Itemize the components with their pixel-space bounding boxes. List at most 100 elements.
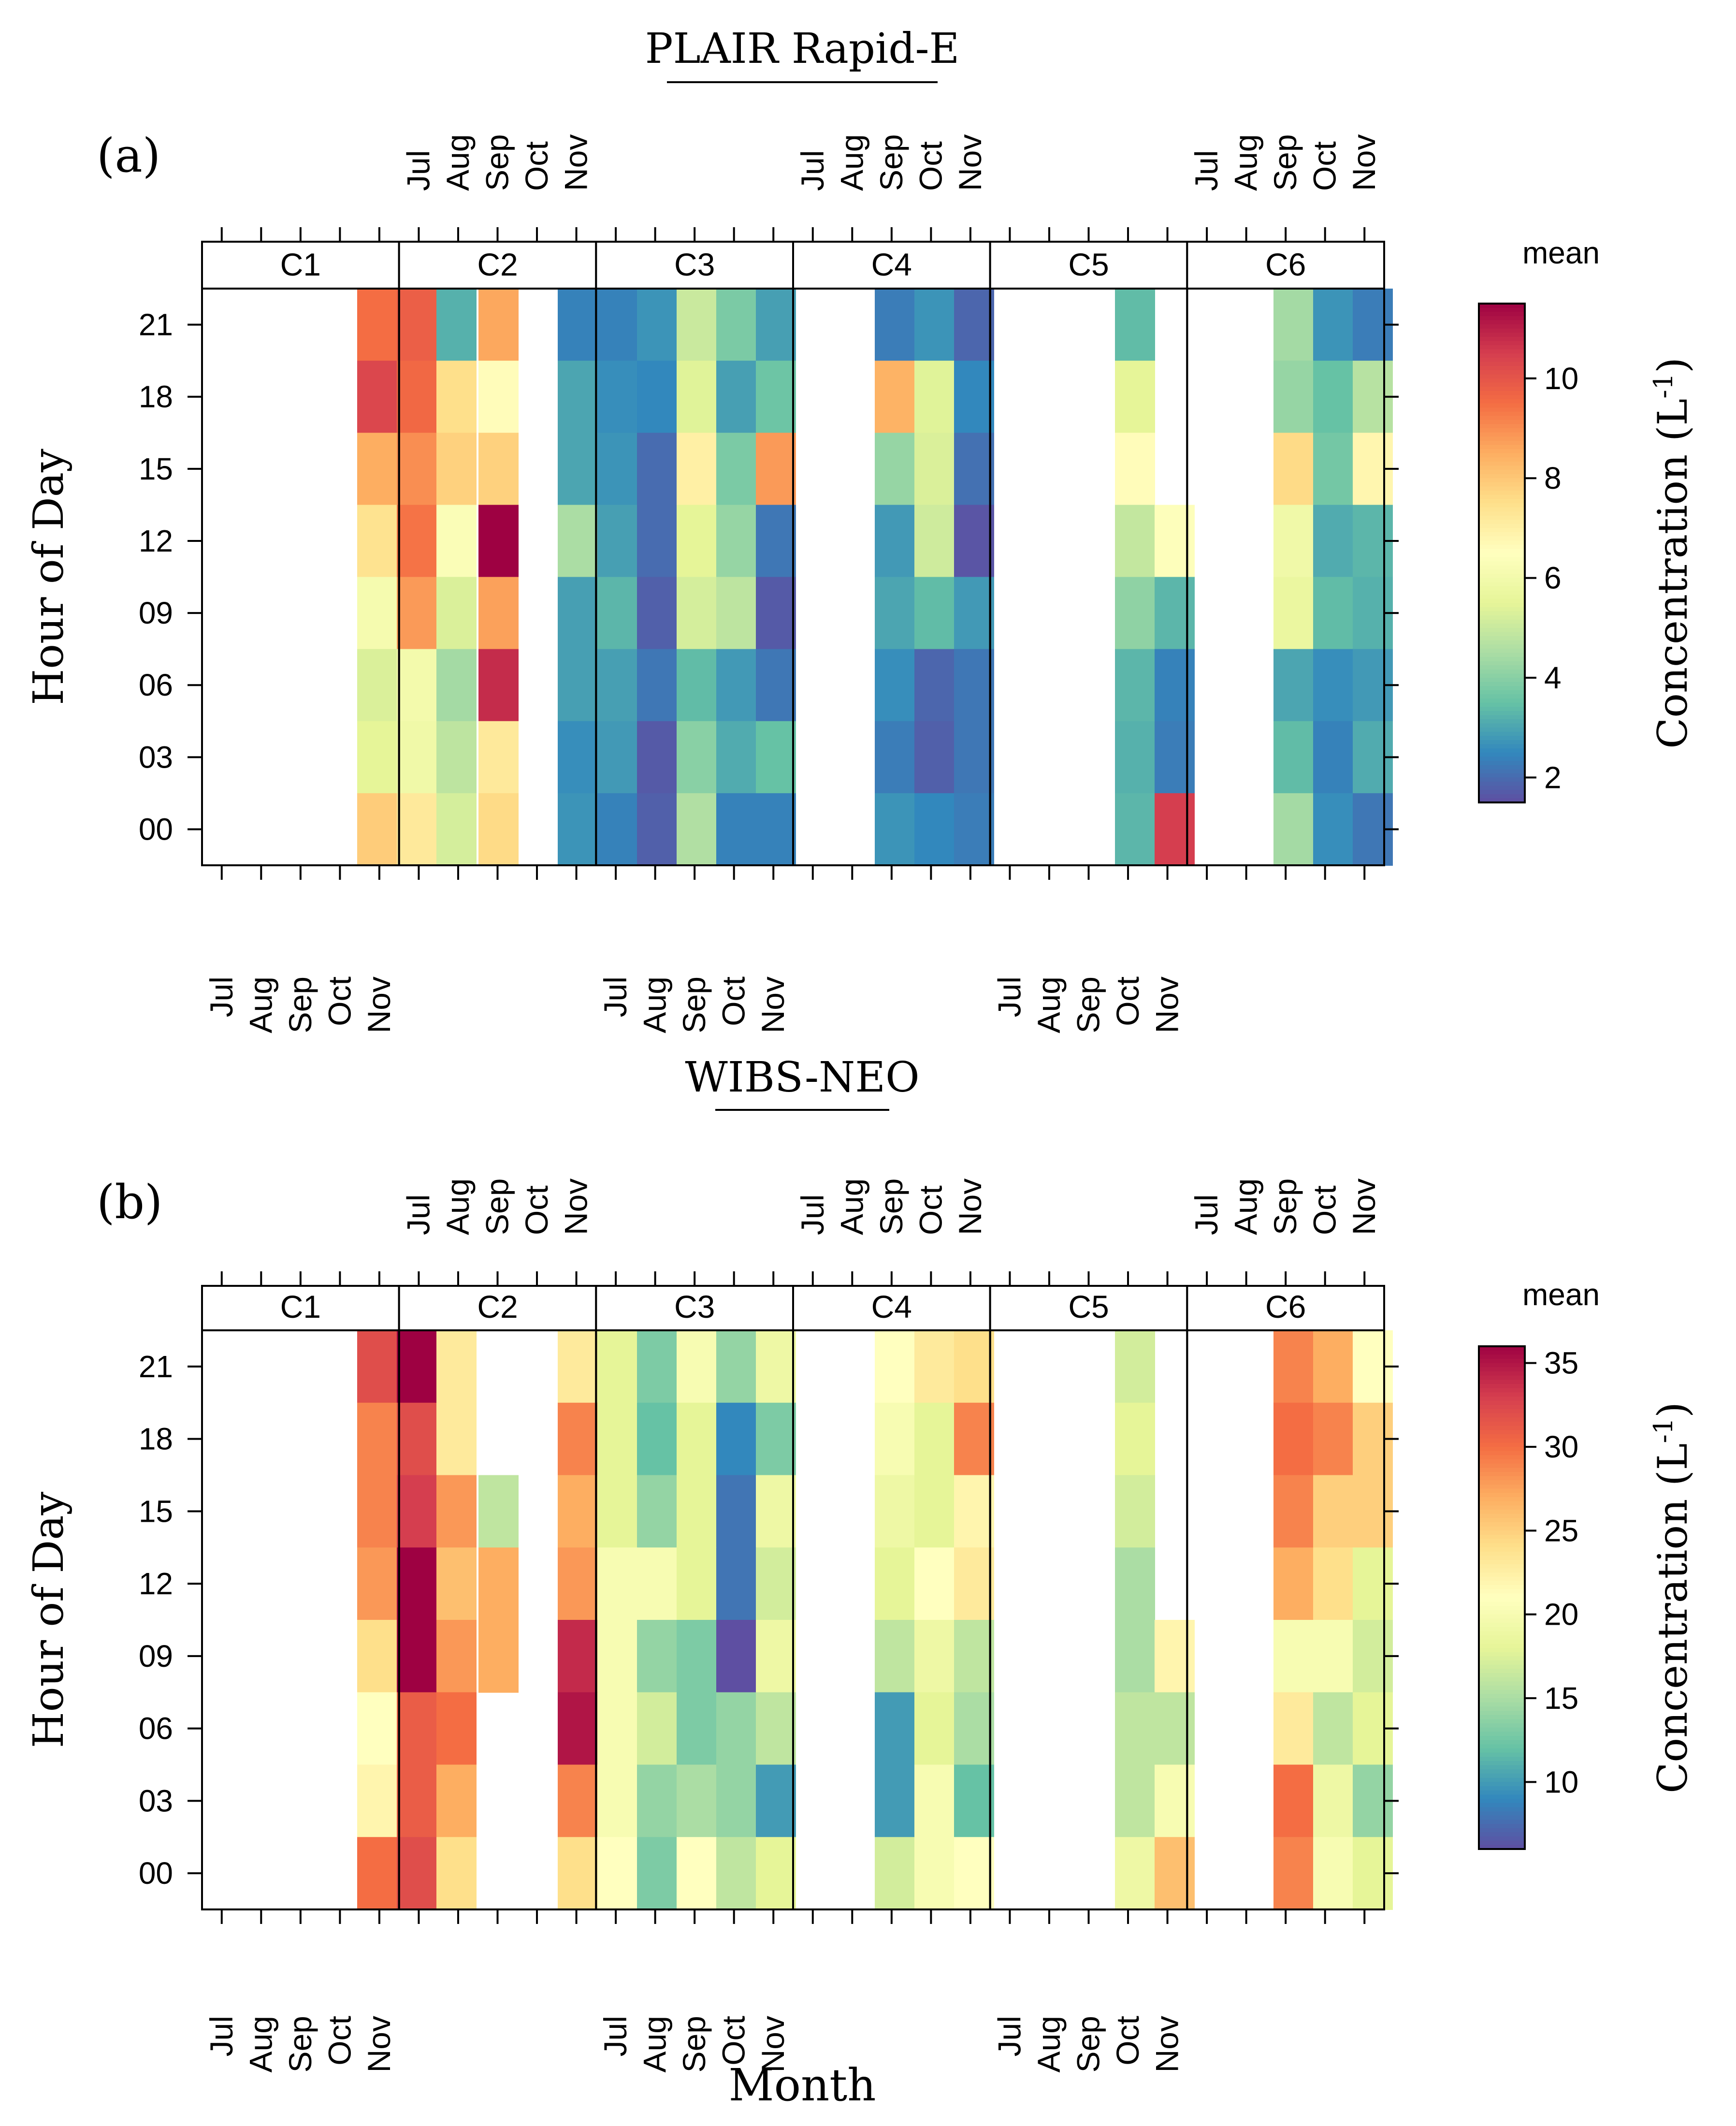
colorbar-segment [1479, 1673, 1525, 1678]
month-tick-label: Nov [1346, 1179, 1382, 1235]
colorbar-tick-label: 35 [1544, 1346, 1578, 1381]
heatmap-cell [677, 361, 717, 434]
heatmap-cell [716, 649, 756, 722]
heatmap-cell [914, 505, 955, 578]
colorbar-segment [1479, 574, 1525, 579]
colorbar-segment [1479, 690, 1525, 695]
heatmap-cell [914, 1402, 955, 1476]
colorbar-segment [1479, 1560, 1525, 1565]
heatmap-cell [478, 1547, 519, 1620]
heatmap-cell [875, 1402, 915, 1476]
y-tick-label: 09 [139, 1639, 173, 1674]
colorbar-segment [1479, 544, 1525, 550]
colorbar-segment [1479, 1606, 1525, 1611]
colorbar-segment [1479, 644, 1525, 649]
heatmap-cell [1273, 1547, 1314, 1620]
colorbar-segment [1479, 1706, 1525, 1711]
heatmap-cell [1313, 1764, 1353, 1838]
colorbar-segment [1479, 1535, 1525, 1540]
colorbar-segment [1479, 1820, 1525, 1824]
colorbar-segment [1479, 470, 1525, 475]
panel-title: PLAIR Rapid-E [645, 25, 960, 73]
heatmap-cell [756, 1620, 796, 1693]
heatmap-cell [558, 1620, 598, 1693]
colorbar-segment [1479, 1656, 1525, 1661]
heatmap-cell [1313, 793, 1353, 866]
heatmap-cell [1273, 721, 1314, 794]
colorbar-segment [1479, 728, 1525, 732]
heatmap-cell [1313, 433, 1353, 506]
heatmap-cell [1115, 1764, 1155, 1838]
colorbar-segment [1479, 661, 1525, 666]
heatmap-cell [597, 289, 637, 362]
heatmap-cell [756, 505, 796, 578]
colorbar-segment [1479, 349, 1525, 354]
month-tick-label: Nov [952, 134, 988, 191]
colorbar-segment [1479, 1518, 1525, 1523]
colorbar-segment [1479, 1497, 1525, 1502]
colorbar-segment [1479, 1732, 1525, 1736]
colorbar-segment [1479, 1413, 1525, 1418]
heatmap-cell [597, 1692, 637, 1765]
colorbar-segment [1479, 1589, 1525, 1594]
heatmap-cell [397, 577, 437, 650]
colorbar-segment [1479, 777, 1525, 782]
heatmap-cell [597, 1475, 637, 1548]
month-tick-label: Sep [282, 2016, 318, 2072]
heatmap-cell [954, 433, 994, 506]
colorbar-segment [1479, 1598, 1525, 1602]
colorbar-segment [1479, 316, 1525, 321]
colorbar-segment [1479, 1765, 1525, 1770]
y-axis-title: Hour of Day [25, 1491, 73, 1748]
colorbar-segment [1479, 1451, 1525, 1456]
heatmap-cell [1115, 505, 1155, 578]
heatmap-cell [478, 1620, 519, 1693]
month-tick-label: Oct [1307, 141, 1343, 191]
heatmap-cell [597, 721, 637, 794]
heatmap-cell [397, 361, 437, 434]
colorbar-segment [1479, 1786, 1525, 1791]
colorbar-segment [1479, 304, 1525, 308]
heatmap-cell [436, 505, 477, 578]
colorbar-segment [1479, 1752, 1525, 1758]
colorbar-segment [1479, 328, 1525, 334]
colorbar-segment [1479, 757, 1525, 761]
colorbar-segment [1479, 653, 1525, 657]
colorbar-segment [1479, 798, 1525, 803]
colorbar-segment [1479, 765, 1525, 770]
colorbar-segment [1479, 1480, 1525, 1485]
heatmap-cell [478, 793, 519, 866]
colorbar-segment [1479, 1526, 1525, 1531]
colorbar-segment [1479, 1367, 1525, 1372]
colorbar-segment [1479, 1840, 1525, 1846]
heatmap-cell [397, 505, 437, 578]
y-tick-label: 21 [139, 1349, 173, 1384]
colorbar-segment [1479, 532, 1525, 537]
heatmap-cell [875, 1547, 915, 1620]
heatmap-cell [637, 1402, 677, 1476]
heatmap-cell [1115, 1330, 1155, 1403]
month-tick-label: Sep [1071, 976, 1106, 1033]
heatmap-cell [637, 1475, 677, 1548]
heatmap-cell [756, 1764, 796, 1838]
month-tick-label: Sep [282, 976, 318, 1033]
colorbar-segment [1479, 1455, 1525, 1460]
month-tick-label: Jul [1188, 1194, 1224, 1235]
colorbar-segment [1479, 773, 1525, 778]
colorbar-segment [1479, 362, 1525, 366]
month-tick-label: Aug [243, 2016, 278, 2072]
heatmap-cell [677, 433, 717, 506]
month-tick-label: Jul [203, 2016, 239, 2056]
colorbar-segment [1479, 424, 1525, 429]
colorbar-segment [1479, 1371, 1525, 1376]
heatmap-cell [558, 1330, 598, 1403]
colorbar-segment [1479, 466, 1525, 470]
colorbar-segment [1479, 752, 1525, 757]
cluster-label: C1 [280, 1289, 321, 1325]
colorbar-segment [1479, 561, 1525, 566]
y-axis-title: Hour of Day [25, 449, 73, 705]
heatmap-cell [1273, 1402, 1314, 1476]
colorbar-segment [1479, 1761, 1525, 1766]
heatmap-cell [914, 649, 955, 722]
